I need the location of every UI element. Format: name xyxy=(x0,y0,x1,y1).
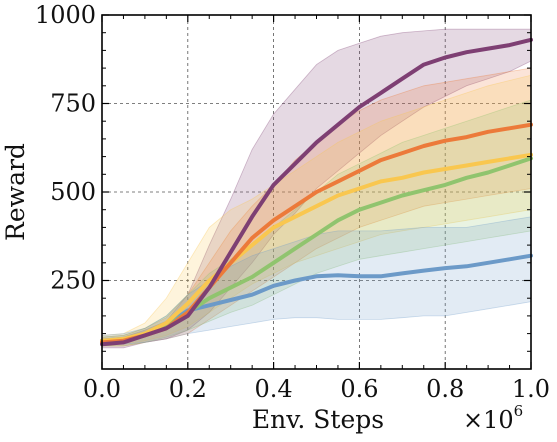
x-tick-label: 0.4 xyxy=(255,375,293,403)
x-tick-label: 0.8 xyxy=(426,375,464,403)
x-tick-label: 0.0 xyxy=(83,375,121,403)
x-multiplier-exponent: 6 xyxy=(514,402,524,420)
series-1-line xyxy=(100,37,533,347)
series-3-line xyxy=(100,152,533,343)
x-multiplier-base: ×10 xyxy=(463,406,514,434)
x-axis-label: Env. Steps xyxy=(252,405,384,434)
x-multiplier-label: ×106 xyxy=(463,402,523,434)
y-tick-labels: 250 500 750 1000 xyxy=(35,1,96,295)
y-tick-label: 250 xyxy=(50,267,96,295)
x-tick-label: 0.2 xyxy=(169,375,207,403)
y-tick-label: 1000 xyxy=(35,1,96,29)
y-tick-label: 750 xyxy=(50,90,96,118)
y-tick-label: 500 xyxy=(50,178,96,206)
y-axis-label: Reward xyxy=(1,143,30,241)
x-tick-label: 1.0 xyxy=(512,375,550,403)
x-tick-labels: 0.0 0.2 0.4 0.6 0.8 1.0 xyxy=(83,375,550,403)
axis-ticks xyxy=(101,14,532,369)
x-tick-label: 0.6 xyxy=(340,375,378,403)
series-lines xyxy=(100,37,533,347)
